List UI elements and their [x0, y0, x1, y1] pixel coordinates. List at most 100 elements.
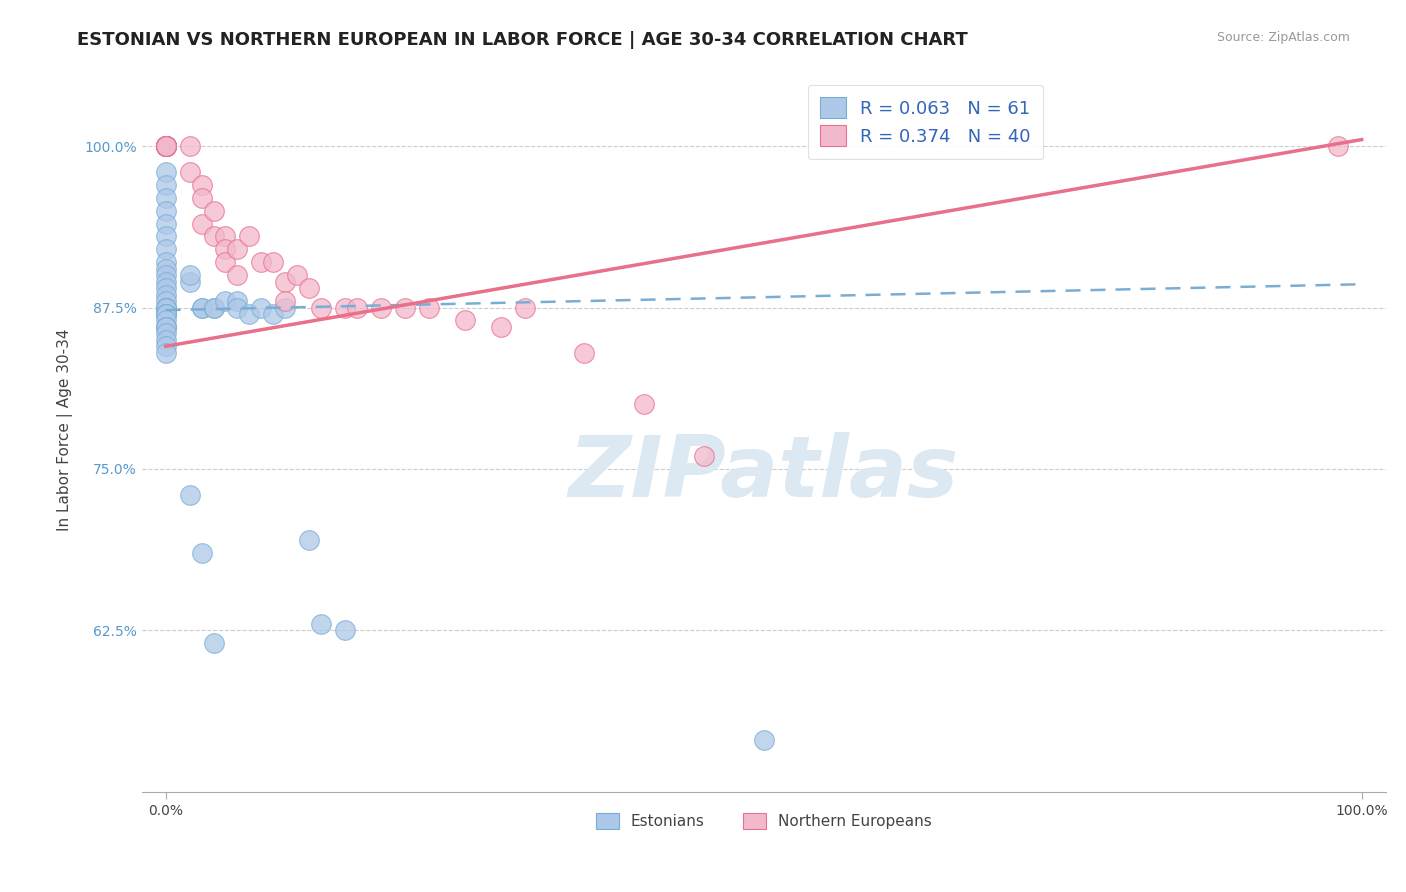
Point	[179, 488, 201, 502]
Point	[238, 307, 260, 321]
Point	[394, 301, 416, 315]
Point	[418, 301, 440, 315]
Point	[155, 339, 177, 353]
Point	[155, 191, 177, 205]
Point	[155, 139, 177, 153]
Point	[274, 275, 297, 289]
Point	[155, 255, 177, 269]
Point	[155, 139, 177, 153]
Point	[155, 281, 177, 295]
Point	[155, 217, 177, 231]
Point	[155, 326, 177, 341]
Point	[298, 281, 321, 295]
Point	[574, 345, 596, 359]
Point	[262, 255, 284, 269]
Point	[155, 275, 177, 289]
Point	[155, 301, 177, 315]
Point	[179, 139, 201, 153]
Point	[309, 301, 332, 315]
Point	[190, 301, 212, 315]
Point	[155, 319, 177, 334]
Point	[274, 294, 297, 309]
Point	[155, 139, 177, 153]
Point	[202, 301, 225, 315]
Point	[155, 307, 177, 321]
Point	[155, 139, 177, 153]
Point	[155, 333, 177, 347]
Point	[155, 139, 177, 153]
Point	[1326, 139, 1348, 153]
Point	[190, 178, 212, 192]
Text: ZIPatlas: ZIPatlas	[568, 432, 959, 516]
Point	[489, 319, 512, 334]
Point	[155, 229, 177, 244]
Point	[155, 139, 177, 153]
Point	[155, 139, 177, 153]
Point	[155, 139, 177, 153]
Point	[285, 268, 308, 283]
Point	[155, 301, 177, 315]
Text: Source: ZipAtlas.com: Source: ZipAtlas.com	[1216, 31, 1350, 45]
Point	[179, 268, 201, 283]
Point	[155, 139, 177, 153]
Point	[155, 313, 177, 327]
Point	[333, 624, 356, 638]
Point	[333, 301, 356, 315]
Point	[214, 294, 236, 309]
Point	[155, 307, 177, 321]
Point	[155, 139, 177, 153]
Point	[226, 268, 249, 283]
Point	[202, 636, 225, 650]
Point	[155, 307, 177, 321]
Point	[179, 275, 201, 289]
Point	[202, 203, 225, 218]
Point	[752, 733, 775, 747]
Point	[155, 319, 177, 334]
Point	[155, 178, 177, 192]
Point	[202, 229, 225, 244]
Point	[190, 191, 212, 205]
Point	[155, 139, 177, 153]
Point	[454, 313, 477, 327]
Point	[214, 229, 236, 244]
Point	[155, 139, 177, 153]
Point	[309, 617, 332, 632]
Point	[214, 255, 236, 269]
Point	[693, 449, 716, 463]
Point	[190, 301, 212, 315]
Point	[155, 139, 177, 153]
Point	[226, 243, 249, 257]
Point	[155, 203, 177, 218]
Point	[190, 217, 212, 231]
Point	[155, 287, 177, 301]
Point	[274, 301, 297, 315]
Point	[155, 268, 177, 283]
Point	[346, 301, 368, 315]
Point	[155, 301, 177, 315]
Point	[155, 139, 177, 153]
Point	[155, 139, 177, 153]
Point	[262, 307, 284, 321]
Point	[250, 301, 273, 315]
Point	[155, 165, 177, 179]
Point	[155, 307, 177, 321]
Point	[155, 301, 177, 315]
Point	[155, 294, 177, 309]
Point	[633, 397, 655, 411]
Point	[155, 261, 177, 276]
Point	[250, 255, 273, 269]
Point	[513, 301, 536, 315]
Point	[179, 165, 201, 179]
Point	[190, 546, 212, 560]
Point	[155, 319, 177, 334]
Point	[298, 533, 321, 547]
Point	[370, 301, 392, 315]
Point	[155, 345, 177, 359]
Point	[155, 139, 177, 153]
Point	[226, 301, 249, 315]
Point	[214, 243, 236, 257]
Y-axis label: In Labor Force | Age 30-34: In Labor Force | Age 30-34	[58, 329, 73, 532]
Point	[238, 229, 260, 244]
Point	[155, 301, 177, 315]
Legend: Estonians, Northern Europeans: Estonians, Northern Europeans	[589, 806, 938, 835]
